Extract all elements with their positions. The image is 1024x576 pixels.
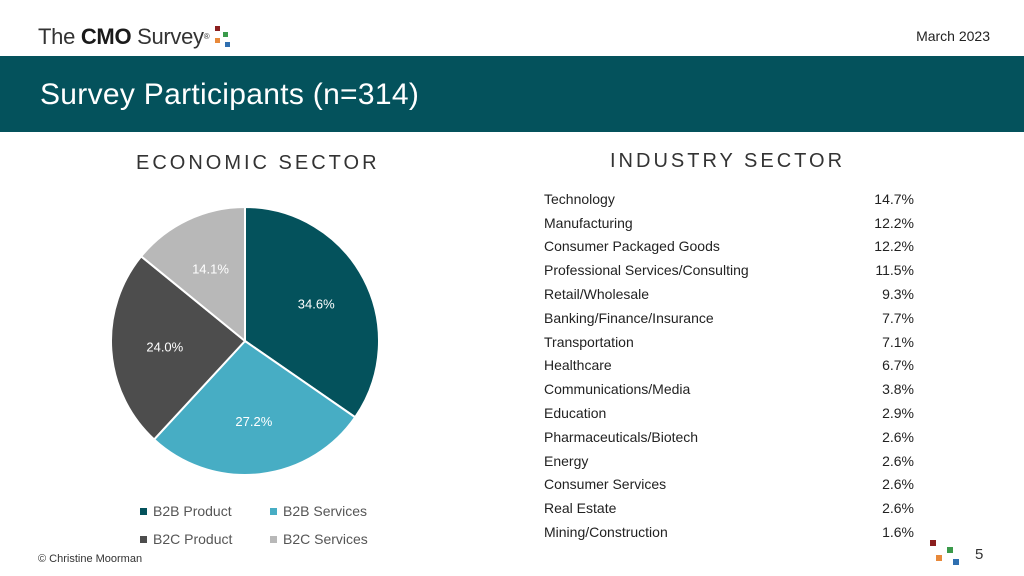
industry-row: Professional Services/Consulting 11.5% (544, 258, 914, 282)
pie-label-b2b-services: 27.2% (235, 414, 272, 429)
industry-row: Consumer Services 2.6% (544, 473, 914, 497)
industry-value: 2.6% (882, 428, 914, 445)
industry-row: Mining/Construction 1.6% (544, 520, 914, 544)
industry-value: 14.7% (874, 190, 914, 207)
industry-value: 1.6% (882, 524, 914, 541)
industry-label: Transportation (544, 333, 634, 350)
industry-value: 6.7% (882, 357, 914, 374)
industry-row: Consumer Packaged Goods 12.2% (544, 235, 914, 259)
industry-label: Real Estate (544, 500, 617, 517)
industry-row: Manufacturing 12.2% (544, 211, 914, 235)
industry-sector-table: Technology 14.7% Manufacturing 12.2% Consume… (544, 187, 914, 544)
industry-row: Retail/Wholesale 9.3% (544, 282, 914, 306)
industry-value: 2.6% (882, 500, 914, 517)
industry-value: 7.1% (882, 333, 914, 350)
pie-legend: B2B Product B2B Services B2C Product B2C… (140, 497, 400, 553)
legend-item-b2b-product: B2B Product (140, 503, 270, 519)
report-date: March 2023 (916, 28, 990, 44)
industry-label: Pharmaceuticals/Biotech (544, 428, 699, 445)
industry-label: Banking/Finance/Insurance (544, 309, 714, 326)
industry-value: 3.8% (882, 381, 914, 398)
pie-slice-b2c-services (139, 205, 246, 344)
industry-label: Manufacturing (544, 214, 633, 231)
industry-label: Mining/Construction (544, 524, 668, 541)
logo-text: The CMO Survey® (38, 24, 210, 49)
pie-label-b2b-product: 34.6% (298, 297, 335, 312)
logo-dots-icon (211, 24, 239, 50)
pie-slice-b2b-services (152, 339, 357, 476)
economic-sector-pie-chart: 34.6% 27.2% 24.0% 14.1% (110, 205, 380, 476)
industry-value: 12.2% (874, 238, 914, 255)
pie-slice-b2c-product (110, 254, 247, 441)
title-banner: Survey Participants (n=314) (0, 56, 1024, 132)
industry-row: Banking/Finance/Insurance 7.7% (544, 306, 914, 330)
cmo-survey-logo: The CMO Survey® (38, 20, 239, 50)
economic-sector-title: ECONOMIC SECTOR (136, 152, 380, 174)
industry-value: 11.5% (875, 262, 914, 279)
pie-label-b2c-services: 14.1% (192, 261, 229, 276)
industry-value: 9.3% (882, 286, 914, 303)
page-number: 5 (975, 546, 984, 563)
industry-row: Energy 2.6% (544, 449, 914, 473)
legend-item-b2c-services: B2C Services (270, 531, 400, 547)
industry-label: Technology (544, 190, 615, 207)
industry-label: Consumer Services (544, 476, 667, 493)
legend-swatch-b2b-services (270, 507, 277, 515)
industry-row: Real Estate 2.6% (544, 496, 914, 520)
industry-value: 2.6% (882, 476, 914, 493)
legend-swatch-b2b-product (140, 507, 147, 515)
legend-item-b2b-services: B2B Services (270, 503, 400, 519)
industry-label: Consumer Packaged Goods (544, 238, 720, 255)
industry-value: 2.9% (882, 405, 914, 422)
page-title: Survey Participants (n=314) (40, 78, 420, 111)
industry-label: Communications/Media (544, 381, 691, 398)
industry-row: Education 2.9% (544, 401, 914, 425)
industry-value: 7.7% (882, 309, 914, 326)
legend-swatch-b2c-product (140, 535, 147, 543)
industry-label: Professional Services/Consulting (544, 262, 749, 279)
industry-label: Energy (544, 452, 589, 469)
industry-sector-title: INDUSTRY SECTOR (610, 150, 846, 172)
industry-label: Retail/Wholesale (544, 286, 650, 303)
industry-label: Healthcare (544, 357, 612, 374)
industry-value: 12.2% (874, 214, 914, 231)
legend-swatch-b2c-services (270, 535, 277, 543)
pie-slice-b2b-product (244, 205, 380, 419)
industry-row: Healthcare 6.7% (544, 354, 914, 378)
industry-label: Education (544, 405, 607, 422)
brand-dots-icon (930, 540, 959, 565)
legend-item-b2c-product: B2C Product (140, 531, 270, 547)
copyright: © Christine Moorman (38, 553, 143, 565)
industry-row: Transportation 7.1% (544, 330, 914, 354)
pie-label-b2c-product: 24.0% (146, 340, 183, 355)
industry-value: 2.6% (882, 452, 914, 469)
industry-row: Communications/Media 3.8% (544, 377, 914, 401)
industry-row: Technology 14.7% (544, 187, 914, 211)
industry-row: Pharmaceuticals/Biotech 2.6% (544, 425, 914, 449)
